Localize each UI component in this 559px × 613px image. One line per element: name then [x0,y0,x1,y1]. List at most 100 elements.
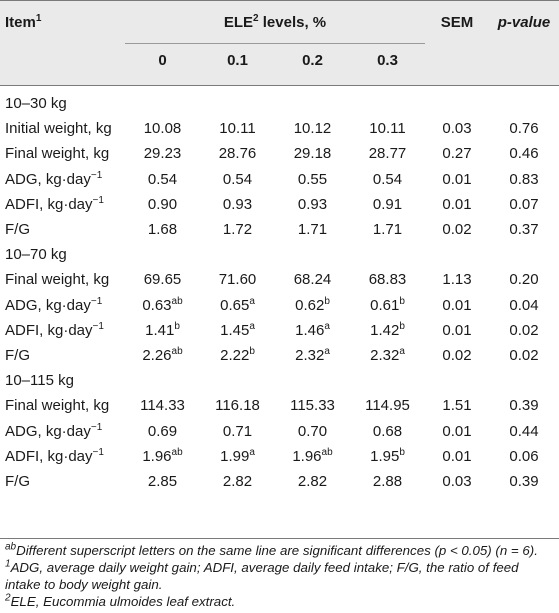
row-label: ADFI, kg·day−1 [5,446,104,466]
table-cell-level-2: 0.70 [275,423,350,441]
footnote-abbreviations: 1ADG, average daily weight gain; ADFI, a… [5,559,555,593]
cell-value: 1.95 [370,447,400,465]
row-label: Final weight, kg [5,271,109,289]
row-label-text: ADG, kg·day [5,422,91,440]
table-cell-level-2: 29.18 [275,145,350,163]
table-cell-level-0: 2.85 [125,473,200,491]
footnote-text: ADG, average daily weight gain; ADFI, av… [5,560,519,592]
cell-value: 1.71 [372,221,403,238]
table-cell-level-2: 0.93 [275,196,350,214]
cell-value: 0.91 [372,195,403,213]
cell-value: 0.62 [295,296,325,314]
footnote-sup: ab [5,541,17,553]
table-cell-level-3: 0.68 [350,423,425,441]
row-label: ADG, kg·day−1 [5,296,102,315]
cell-value: 1.99 [220,447,250,465]
table-cell-level-0: 0.90 [125,196,200,214]
table-header: Item1 ELE2 levels, % SEM p-value 0 0.1 0… [0,0,559,85]
header-level-0: 0 [158,52,167,69]
table-cell-pvalue: 0.06 [509,447,539,465]
cell-value: 68.83 [368,271,407,289]
table-body: 10–30 kg Initial weight, kg 10.08 10.11 10.1… [0,85,559,539]
cell-value: 1.68 [147,221,178,238]
row-label-text: F/G [5,347,30,364]
table-cell-level-0: 1.68 [125,221,200,239]
table-cell-level-2: 2.82 [275,473,350,491]
cell-value: 2.82 [297,473,328,490]
cell-value: 1.46 [295,321,325,339]
table-cell-level-3: 114.95 [350,397,425,415]
table-cell-sem: 0.03 [442,473,472,490]
cell-value: 2.88 [372,473,403,490]
section-title: 10–70 kg [5,246,67,264]
table-cell-pvalue: 0.83 [509,170,539,188]
table-cell-sem: 0.01 [442,296,472,314]
table-cell-level-1: 28.76 [200,145,275,163]
cell-value: 0.93 [297,195,328,213]
cell-value: 10.08 [143,120,182,138]
cell-value: 1.96 [292,447,322,465]
cell-sup: b [249,346,255,357]
table-cell-level-3: 1.95b [350,447,425,466]
table-cell-level-1: 71.60 [200,271,275,289]
cell-value: 0.71 [222,422,253,440]
table-cell-level-2: 1.71 [275,221,350,239]
cell-value: 2.85 [147,473,178,490]
cell-sup: a [249,320,255,332]
cell-value: 29.18 [293,145,332,163]
cell-value: 2.22 [220,347,250,364]
header-ele-levels: ELE2 levels, % [125,14,425,32]
row-label-text: ADFI, kg·day [5,321,93,339]
table-cell-level-1: 2.82 [200,473,275,491]
table-cell-sem: 0.01 [442,447,472,465]
table-cell-level-3: 2.32a [350,347,425,365]
cell-value: 0.68 [372,422,403,440]
row-label: ADG, kg·day−1 [5,170,102,189]
footnote-ele: 2ELE, Eucommia ulmoides leaf extract. [5,593,555,610]
cell-value: 28.76 [218,145,257,163]
section-title: 10–115 kg [5,372,74,390]
row-label-text: ADG, kg·day [5,170,91,188]
header-level-2: 0.2 [302,52,323,69]
row-label: ADFI, kg·day−1 [5,195,104,214]
table-cell-pvalue: 0.02 [509,321,539,339]
section-title: 10–30 kg [5,95,67,112]
row-label-sup: −1 [92,446,104,458]
table-cell-pvalue: 0.39 [509,473,539,490]
footnote-sup: 2 [5,592,11,604]
table-cell-level-3: 28.77 [350,145,425,163]
cell-value: 10.12 [293,120,332,138]
table-cell-level-0: 0.69 [125,423,200,441]
cell-value: 1.41 [145,321,175,339]
cell-value: 0.63 [142,296,172,314]
table-cell-sem: 1.51 [442,397,472,415]
table-cell-level-1: 2.22b [200,347,275,365]
table-cell-level-1: 116.18 [200,397,275,415]
cell-value: 1.72 [222,221,253,238]
row-label: F/G [5,347,30,365]
table-cell-pvalue: 0.39 [509,397,539,415]
table-cell-level-1: 0.71 [200,423,275,441]
cell-sup: a [324,320,330,332]
cell-sup: ab [321,446,333,458]
row-label: F/G [5,473,30,491]
cell-sup: a [249,295,255,307]
cell-value: 115.33 [290,397,335,415]
cell-value: 1.71 [297,221,328,238]
table-cell-sem: 0.01 [442,195,472,213]
table-cell-pvalue: 0.04 [509,296,539,314]
cell-value: 0.65 [220,296,250,314]
table-cell-level-2: 2.32a [275,347,350,365]
table-cell-level-3: 10.11 [350,120,425,138]
cell-value: 0.55 [297,170,328,188]
row-label-text: Final weight, kg [5,271,110,289]
cell-value: 2.82 [222,473,253,490]
cell-value: 69.65 [143,271,182,289]
table-cell-sem: 1.13 [442,271,472,289]
cell-value: 0.69 [147,422,178,440]
row-label-text: ADG, kg·day [5,296,91,314]
table-cell-level-0: 69.65 [125,271,200,289]
cell-value: 114.33 [140,397,185,415]
header-ele-label: ELE [223,14,254,31]
